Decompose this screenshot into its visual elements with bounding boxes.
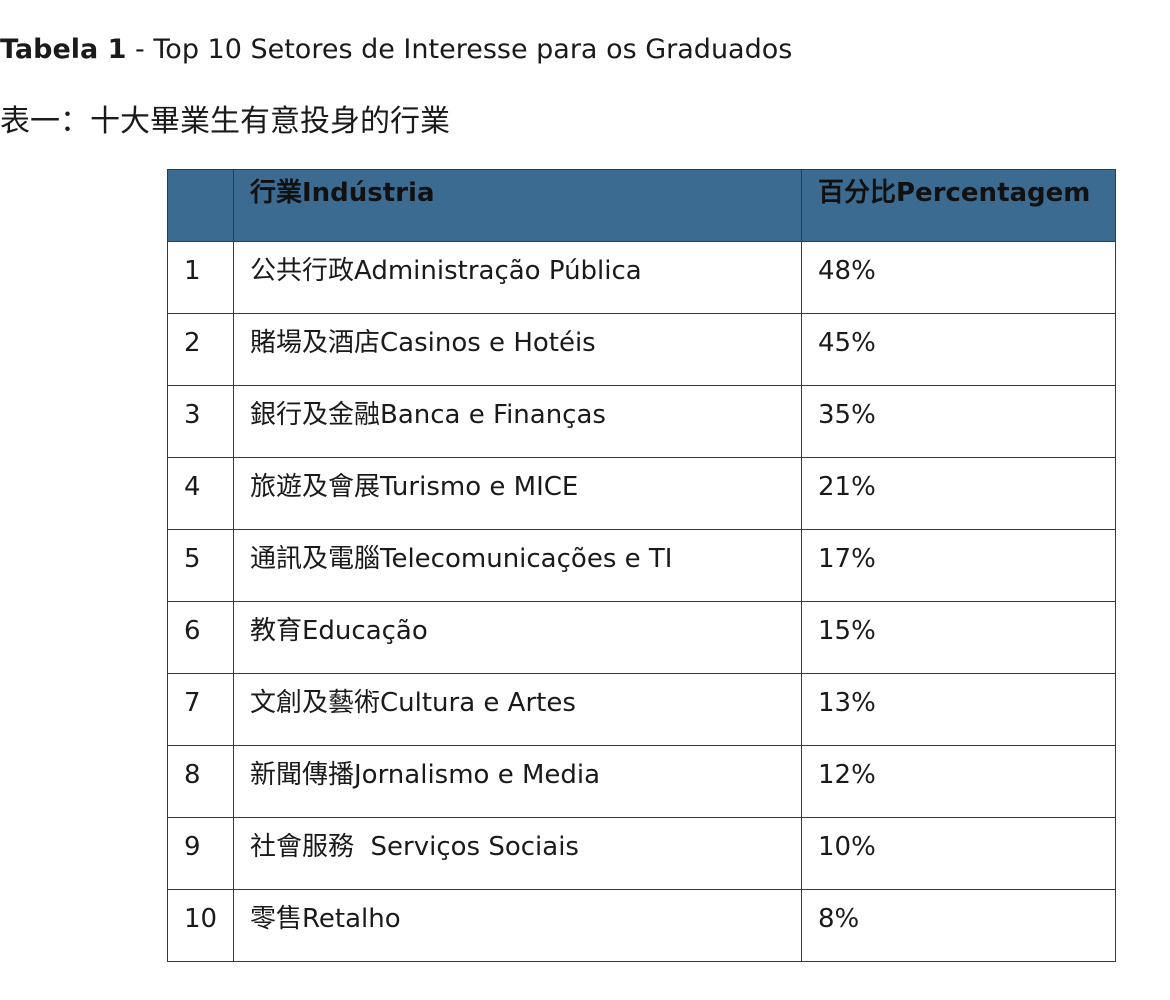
sectors-table: 行業Indústria 百分比Percentagem 1 公共行政Adminis…: [167, 169, 1116, 962]
header-industry: 行業Indústria: [233, 169, 802, 242]
industry-cell: 銀行及金融Banca e Finanças: [233, 385, 802, 458]
table-caption-portuguese: Tabela 1 - Top 10 Setores de Interesse p…: [0, 32, 792, 68]
percentage-cell: 48%: [801, 241, 1116, 314]
rank-cell: 5: [167, 529, 234, 602]
table-row: 10 零售Retalho 8%: [167, 889, 1116, 962]
percentage-cell: 10%: [801, 817, 1116, 890]
percentage-cell: 15%: [801, 601, 1116, 674]
header-rank: [167, 169, 234, 242]
table-row: 6 教育Educação 15%: [167, 601, 1116, 674]
percentage-cell: 35%: [801, 385, 1116, 458]
table-row: 3 銀行及金融Banca e Finanças 35%: [167, 385, 1116, 458]
industry-cell: 文創及藝術Cultura e Artes: [233, 673, 802, 746]
table-row: 1 公共行政Administração Pública 48%: [167, 241, 1116, 314]
industry-cell: 旅遊及會展Turismo e MICE: [233, 457, 802, 530]
industry-cell: 教育Educação: [233, 601, 802, 674]
rank-cell: 10: [167, 889, 234, 962]
rank-cell: 4: [167, 457, 234, 530]
percentage-cell: 45%: [801, 313, 1116, 386]
rank-cell: 2: [167, 313, 234, 386]
percentage-cell: 21%: [801, 457, 1116, 530]
percentage-cell: 12%: [801, 745, 1116, 818]
rank-cell: 3: [167, 385, 234, 458]
table-header: 行業Indústria 百分比Percentagem: [167, 169, 1116, 242]
table-row: 5 通訊及電腦Telecomunicações e TI 17%: [167, 529, 1116, 602]
table-row: 9 社會服務 Serviços Sociais 10%: [167, 817, 1116, 890]
percentage-cell: 13%: [801, 673, 1116, 746]
table-row: 2 賭場及酒店Casinos e Hotéis 45%: [167, 313, 1116, 386]
rank-cell: 8: [167, 745, 234, 818]
table-caption-chinese: 表一：十大畢業生有意投身的行業: [0, 104, 450, 139]
table-row: 8 新聞傳播Jornalismo e Media 12%: [167, 745, 1116, 818]
caption-label: Tabela 1: [0, 34, 127, 65]
rank-cell: 9: [167, 817, 234, 890]
rank-cell: 7: [167, 673, 234, 746]
industry-cell: 公共行政Administração Pública: [233, 241, 802, 314]
table-body: 1 公共行政Administração Pública 48% 2 賭場及酒店C…: [167, 241, 1116, 962]
industry-cell: 通訊及電腦Telecomunicações e TI: [233, 529, 802, 602]
rank-cell: 1: [167, 241, 234, 314]
caption-separator: -: [126, 34, 154, 65]
industry-cell: 新聞傳播Jornalismo e Media: [233, 745, 802, 818]
caption-title: Top 10 Setores de Interesse para os Grad…: [153, 34, 793, 65]
header-percentage: 百分比Percentagem: [801, 169, 1116, 242]
table-row: 4 旅遊及會展Turismo e MICE 21%: [167, 457, 1116, 530]
header-row: 行業Indústria 百分比Percentagem: [167, 169, 1116, 242]
percentage-cell: 8%: [801, 889, 1116, 962]
industry-cell: 零售Retalho: [233, 889, 802, 962]
industry-cell: 社會服務 Serviços Sociais: [233, 817, 802, 890]
industry-cell: 賭場及酒店Casinos e Hotéis: [233, 313, 802, 386]
rank-cell: 6: [167, 601, 234, 674]
percentage-cell: 17%: [801, 529, 1116, 602]
table-row: 7 文創及藝術Cultura e Artes 13%: [167, 673, 1116, 746]
